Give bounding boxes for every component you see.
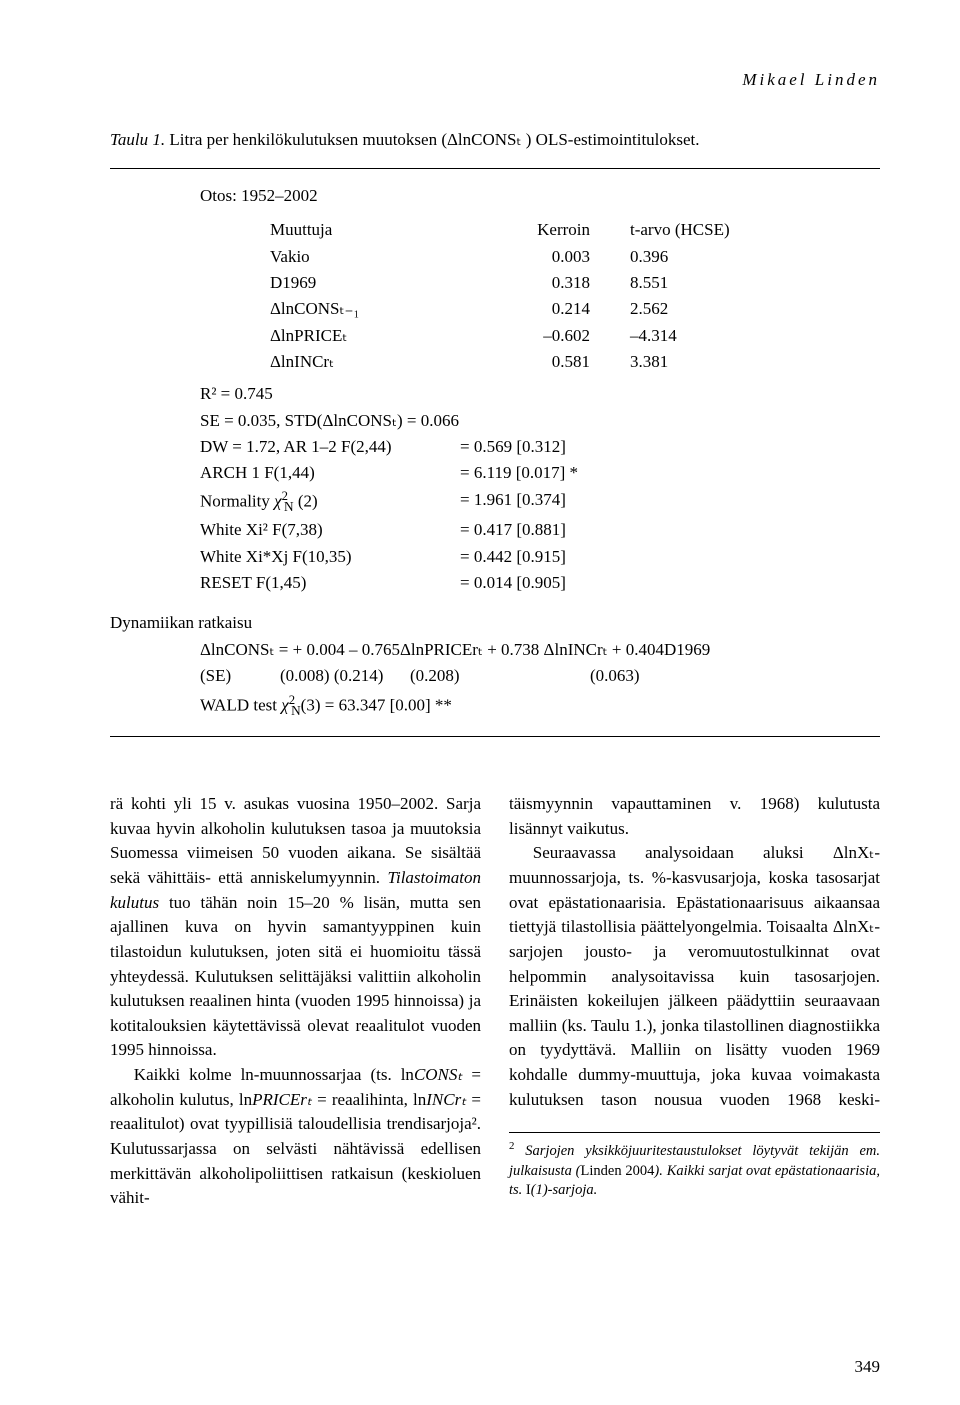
head-coef: Kerroin	[460, 217, 630, 243]
cell-t: 0.396	[630, 244, 750, 270]
dyn-se-c: (0.208)	[410, 663, 590, 689]
head-t: t-arvo (HCSE)	[630, 217, 750, 243]
diag-row: White Xi*Xj F(10,35)= 0.442 [0.915]	[110, 544, 880, 570]
p2-inc: INCrₜ	[426, 1090, 466, 1109]
diag-l: R² = 0.745	[200, 381, 460, 407]
cell-var: ΔlnPRICEₜ	[270, 323, 460, 349]
left-column: rä kohti yli 15 v. asukas vuosina 1950–2…	[110, 792, 481, 1211]
dyn-se-b: (0.008) (0.214)	[280, 663, 410, 689]
diag-r: = 6.119 [0.017] *	[460, 460, 578, 486]
cell-var: ΔlnCONSₜ₋₁	[270, 296, 460, 322]
table-head: Muuttuja Kerroin t-arvo (HCSE)	[110, 217, 880, 243]
table-row: ΔlnPRICEₜ –0.602 –4.314	[110, 323, 880, 349]
cell-coef: 0.214	[460, 296, 630, 322]
cell-coef: –0.602	[460, 323, 630, 349]
fn-roman: Linden 2004	[581, 1163, 655, 1179]
diag-l: SE = 0.035, STD(ΔlnCONSₜ) = 0.066	[200, 408, 460, 434]
p2-cons: CONSₜ	[414, 1065, 462, 1084]
cell-t: 3.381	[630, 349, 750, 375]
right-column: täismyynnin vapauttaminen v. 1968) kulut…	[509, 792, 880, 1211]
cell-coef: 0.318	[460, 270, 630, 296]
table-row: ΔlnINCrₜ 0.581 3.381	[110, 349, 880, 375]
fn-d: (1)-sarjoja.	[531, 1182, 597, 1198]
table-row: ΔlnCONSₜ₋₁ 0.214 2.562	[110, 296, 880, 322]
cell-var: Vakio	[270, 244, 460, 270]
wald-test: WALD test χ2N(3) = 63.347 [0.00] **	[110, 691, 880, 722]
diag-r: = 0.442 [0.915]	[460, 544, 566, 570]
regression-table: Otos: 1952–2002 Muuttuja Kerroin t-arvo …	[110, 168, 880, 737]
diag-r: = 1.961 [0.374]	[460, 487, 566, 518]
diag-r: = 0.014 [0.905]	[460, 570, 566, 596]
table-row: D1969 0.318 8.551	[110, 270, 880, 296]
cell-t: 8.551	[630, 270, 750, 296]
sample-line: Otos: 1952–2002	[110, 183, 880, 209]
diag-l: White Xi*Xj F(10,35)	[200, 544, 460, 570]
diag-row: SE = 0.035, STD(ΔlnCONSₜ) = 0.066	[110, 408, 880, 434]
running-head: Mikael Linden	[110, 70, 880, 90]
dyn-equation: ΔlnCONSₜ = + 0.004 – 0.765ΔlnPRICErₜ + 0…	[110, 637, 880, 663]
dyn-se-a: (SE)	[200, 663, 280, 689]
head-var: Muuttuja	[270, 217, 460, 243]
diag-l: DW = 1.72, AR 1–2 F(2,44)	[200, 434, 460, 460]
table-caption: Taulu 1. Litra per henkilökulutuksen muu…	[110, 130, 880, 150]
diag-row: RESET F(1,45)= 0.014 [0.905]	[110, 570, 880, 596]
right-para-1: täismyynnin vapauttaminen v. 1968) kulut…	[509, 792, 880, 841]
diag-row: DW = 1.72, AR 1–2 F(2,44)= 0.569 [0.312]	[110, 434, 880, 460]
p1b: tuo tähän noin 15–20 % lisän, mutta sen …	[110, 893, 481, 1060]
diag-row: R² = 0.745	[110, 381, 880, 407]
cell-t: –4.314	[630, 323, 750, 349]
cell-coef: 0.581	[460, 349, 630, 375]
page-number: 349	[855, 1357, 881, 1377]
dyn-se-row: (SE) (0.008) (0.214) (0.208) (0.063)	[110, 663, 880, 689]
table-row: Vakio 0.003 0.396	[110, 244, 880, 270]
diag-l: Normality χ2N (2)	[200, 487, 460, 518]
table-caption-text: Litra per henkilökulutuksen muutoksen (Δ…	[169, 130, 699, 149]
cell-var: D1969	[270, 270, 460, 296]
diag-row: Normality χ2N (2) = 1.961 [0.374]	[110, 487, 880, 518]
p2-price: PRICErₜ	[252, 1090, 312, 1109]
p2c: = reaalihinta, ln	[312, 1090, 426, 1109]
cell-t: 2.562	[630, 296, 750, 322]
table-caption-label: Taulu 1.	[110, 130, 165, 149]
cell-var: ΔlnINCrₜ	[270, 349, 460, 375]
diag-l: ARCH 1 F(1,44)	[200, 460, 460, 486]
left-para-2: Kaikki kolme ln-muunnossarjaa (ts. lnCON…	[110, 1063, 481, 1211]
dyn-se-d: (0.063)	[590, 663, 730, 689]
diag-l: RESET F(1,45)	[200, 570, 460, 596]
dyn-label: Dynamiikan ratkaisu	[110, 610, 880, 636]
footnote: 2 Sarjojen yksikköjuuritestaustulokset l…	[509, 1132, 880, 1201]
diag-r: = 0.417 [0.881]	[460, 517, 566, 543]
diag-row: White Xi² F(7,38)= 0.417 [0.881]	[110, 517, 880, 543]
right-para-2: Seuraavassa analysoidaan aluksi ΔlnXₜ-mu…	[509, 841, 880, 1112]
cell-coef: 0.003	[460, 244, 630, 270]
diag-row: ARCH 1 F(1,44)= 6.119 [0.017] *	[110, 460, 880, 486]
diag-l: White Xi² F(7,38)	[200, 517, 460, 543]
diag-r: = 0.569 [0.312]	[460, 434, 566, 460]
p2a: Kaikki kolme ln-muunnossarjaa (ts. ln	[134, 1065, 414, 1084]
body-columns: rä kohti yli 15 v. asukas vuosina 1950–2…	[110, 792, 880, 1211]
